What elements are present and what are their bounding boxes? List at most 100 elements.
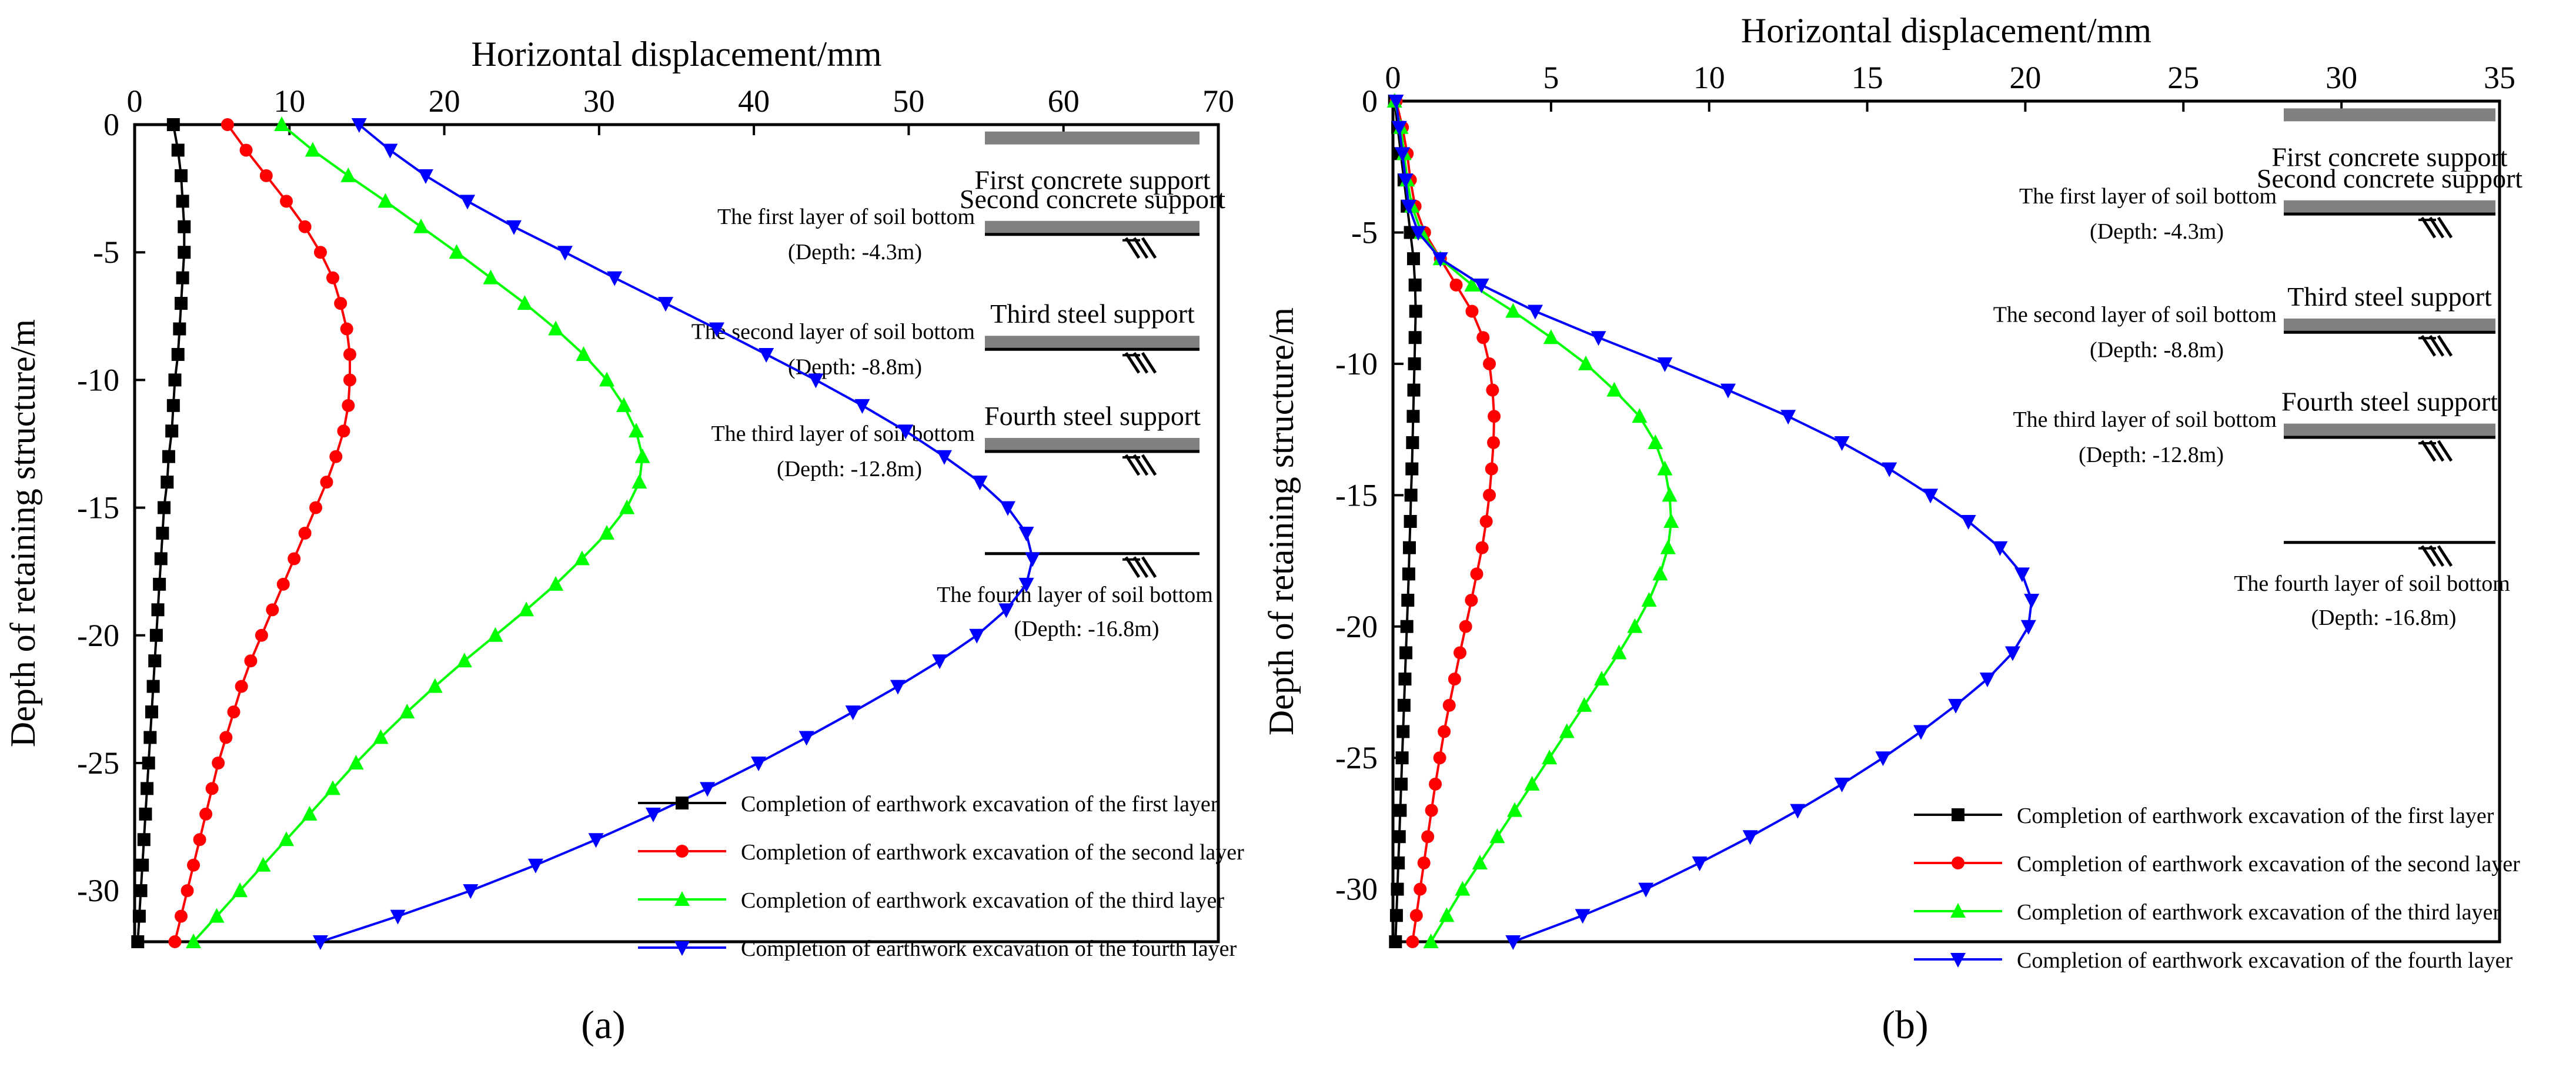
- x-tick-label: 35: [2484, 60, 2515, 95]
- y-tick-label: -30: [77, 873, 119, 908]
- data-point: [373, 729, 389, 744]
- data-point: [1593, 671, 1609, 686]
- data-point: [890, 680, 906, 695]
- data-point: [1439, 907, 1455, 922]
- data-point: [1524, 775, 1540, 791]
- data-point: [506, 220, 522, 235]
- data-point: [1402, 567, 1415, 581]
- data-point: [348, 754, 364, 769]
- data-point: [548, 320, 564, 336]
- data-point: [377, 193, 393, 208]
- data-point: [288, 552, 301, 566]
- data-point: [1025, 552, 1041, 567]
- y-tick-label: -25: [1335, 740, 1378, 775]
- data-point: [1395, 147, 1411, 162]
- data-point: [158, 501, 171, 514]
- data-point: [1018, 577, 1034, 593]
- data-point: [239, 143, 253, 157]
- data-point: [1960, 515, 1976, 530]
- legend-label: Completion of earthwork excavation of th…: [2017, 900, 2500, 925]
- support-bar: [985, 131, 1200, 145]
- data-point: [1638, 882, 1654, 898]
- data-point: [137, 833, 151, 847]
- legend-marker: [1950, 953, 1966, 968]
- support-label: Second concrete support: [2257, 163, 2522, 193]
- data-point: [854, 399, 870, 414]
- y-axis-title: Depth of retaining structure/m: [4, 319, 42, 747]
- x-tick-label: 10: [1693, 60, 1725, 95]
- data-point: [1398, 673, 1412, 686]
- data-point: [936, 450, 952, 465]
- data-point: [658, 297, 674, 312]
- data-point: [1402, 541, 1416, 554]
- x-tick-label: 30: [583, 83, 615, 119]
- data-point: [1391, 882, 1404, 896]
- x-tick-label: 20: [429, 83, 460, 119]
- data-point: [165, 424, 179, 438]
- data-point: [1648, 434, 1663, 449]
- data-point: [527, 858, 543, 874]
- data-point: [1657, 357, 1673, 372]
- data-point: [1392, 830, 1406, 844]
- data-point: [1476, 331, 1490, 344]
- figure-label-a: (a): [581, 1002, 625, 1047]
- y-tick-label: -20: [1335, 609, 1378, 644]
- soil-hatch-stroke: [2437, 216, 2453, 239]
- data-point: [1018, 527, 1034, 541]
- data-point: [1448, 673, 1461, 686]
- data-point: [205, 782, 219, 795]
- data-point: [557, 246, 573, 261]
- data-point: [1632, 408, 1648, 423]
- data-point: [629, 423, 644, 438]
- data-point: [162, 450, 175, 463]
- data-point: [1404, 489, 1418, 502]
- data-point: [463, 884, 479, 899]
- legend-marker: [676, 797, 689, 809]
- support-label: Fourth steel support: [984, 401, 1201, 431]
- soil-layer-depth-label: (Depth: -4.3m): [788, 240, 922, 265]
- data-point: [1459, 620, 1472, 633]
- y-tick-label: -30: [1335, 872, 1378, 907]
- legend-marker: [676, 845, 689, 858]
- data-point: [1455, 881, 1471, 896]
- data-point: [1652, 566, 1668, 581]
- soil-layer-label: The first layer of soil bottom: [2019, 184, 2277, 209]
- data-point: [219, 731, 233, 744]
- data-point: [390, 909, 406, 925]
- soil-layer-label: The third layer of soil bottom: [711, 421, 975, 446]
- data-point: [145, 705, 158, 719]
- data-point: [1405, 462, 1419, 476]
- data-point: [998, 603, 1014, 618]
- data-point: [1396, 725, 1410, 738]
- y-axis-title: Depth of retaining structure/m: [1262, 307, 1301, 735]
- data-point: [1401, 199, 1416, 215]
- support-label: Second concrete support: [960, 184, 1225, 214]
- data-point: [266, 603, 279, 617]
- data-point: [176, 195, 189, 208]
- data-point: [1409, 305, 1422, 318]
- data-point: [798, 731, 814, 746]
- data-point: [1389, 909, 1403, 922]
- data-point: [519, 601, 534, 617]
- soil-layer-depth-label: (Depth: -12.8m): [777, 457, 922, 481]
- data-point: [619, 499, 635, 514]
- data-point: [154, 552, 168, 566]
- support-label: Fourth steel support: [2281, 387, 2498, 417]
- data-point: [1388, 95, 1404, 109]
- data-point: [173, 322, 186, 336]
- data-point: [255, 628, 268, 642]
- data-point: [1465, 305, 1479, 318]
- data-point: [487, 627, 503, 642]
- data-point: [142, 756, 155, 769]
- data-point: [312, 935, 328, 950]
- data-point: [1923, 489, 1939, 504]
- data-point: [334, 297, 348, 310]
- data-point: [212, 756, 225, 769]
- data-point: [1417, 856, 1431, 869]
- support-label: First concrete support: [2271, 142, 2507, 172]
- data-point: [235, 680, 248, 693]
- data-point: [1408, 331, 1422, 344]
- data-point: [1606, 382, 1622, 397]
- data-point: [1486, 436, 1500, 449]
- y-tick-label: -15: [77, 490, 119, 526]
